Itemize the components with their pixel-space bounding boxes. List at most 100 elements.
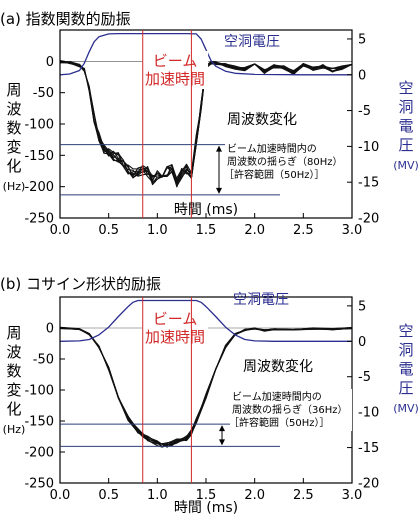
y-left-tick-label: -150 xyxy=(24,149,54,164)
panel-a-annotation-line3: ［許容範囲（50Hz）］ xyxy=(224,168,325,181)
beam-label-background xyxy=(142,51,209,89)
y-right-label-char: 洞 xyxy=(398,98,413,116)
y-right-tick-label: 0 xyxy=(358,68,366,83)
panel-a-annotation-background xyxy=(225,141,347,183)
panel-b-frequency-label: 周波数変化 xyxy=(243,358,313,375)
y-right-tick-label: 5 xyxy=(358,32,366,47)
y-right-tick-label: -20 xyxy=(358,477,379,492)
y-right-tick-label: 0 xyxy=(358,335,366,350)
y-right-tick-label: -20 xyxy=(358,212,379,227)
y-right-label-char: 圧 xyxy=(398,379,413,397)
x-tick-label: 3.0 xyxy=(342,223,363,238)
y-right-label-char: 洞 xyxy=(398,341,413,359)
panel-a-annotation: ビーム加速時間内の 周波数の揺らぎ（80Hz） ［許容範囲（50Hz）］ xyxy=(224,141,347,183)
y-left-label-char: 変 xyxy=(6,138,21,156)
y-right-tick-label: -10 xyxy=(358,406,379,421)
y-right-label-char: 電 xyxy=(398,117,413,135)
frequency-trace xyxy=(59,327,353,448)
y-left-label-char: (Hz) xyxy=(3,180,26,193)
panel-a-annotation-line2: 周波数の揺らぎ（80Hz） xyxy=(227,155,343,168)
panel-b-title: (b) コサイン形状的励振 xyxy=(0,275,161,293)
y-left-tick-label: -200 xyxy=(24,180,54,195)
panel-b-ticks: 0.0 0.5 1.0 1.5 2.0 2.5 3.00-50-100-150-200-25… xyxy=(24,299,379,503)
panel-b-annotation-background xyxy=(230,389,352,431)
panel-b-x-axis-label: 時間 (ms) xyxy=(174,500,238,516)
panel-b-annotation: ビーム加速時間内の 周波数の揺らぎ（36Hz） ［許容範囲（50Hz）］ xyxy=(229,389,352,431)
y-right-label-char: 圧 xyxy=(398,136,413,154)
y-left-label-char: (Hz) xyxy=(3,423,26,436)
y-left-label-char: 波 xyxy=(6,100,21,118)
x-tick-label: 1.0 xyxy=(147,488,168,503)
x-tick-label: 2.0 xyxy=(244,223,265,238)
panel-a-series xyxy=(59,32,353,188)
panel-a-y-axis-label-right: 空洞電圧 (MV) xyxy=(393,79,419,172)
panel-a-y-axis-label-left: 周波数変化 (Hz) xyxy=(3,81,26,193)
panel-a-beam-label-line1: ビーム xyxy=(153,52,198,70)
panel-b-series xyxy=(59,299,353,448)
y-left-tick-label: -50 xyxy=(33,353,54,368)
y-left-label-char: 数 xyxy=(6,119,21,137)
y-left-label-char: 波 xyxy=(6,343,21,361)
frequency-trace xyxy=(59,60,353,187)
panel-b-voltage-label: 空洞電圧 xyxy=(233,292,289,308)
panel-b-beam-label-line1: ビーム xyxy=(153,310,198,328)
y-right-label-char: (MV) xyxy=(393,402,419,415)
panel-b-y-axis-label-right: 空洞電圧 (MV) xyxy=(393,322,419,415)
y-left-tick-label: -200 xyxy=(24,446,54,461)
beam-label-background xyxy=(142,309,209,347)
x-tick-label: 0.0 xyxy=(50,223,71,238)
x-tick-label: 2.5 xyxy=(293,488,314,503)
panel-a-beam-window: ビーム 加速時間 xyxy=(142,30,209,218)
band-arrow-up xyxy=(216,145,222,152)
panel-b-annotation-line3: ［許容範囲（50Hz）］ xyxy=(229,416,330,429)
panel-b-beam-label-line2: 加速時間 xyxy=(145,328,205,346)
panel-b-annotation-line1: ビーム加速時間内の xyxy=(232,390,322,403)
y-right-tick-label: -5 xyxy=(358,104,371,119)
panel-a-beam-label-line2: 加速時間 xyxy=(145,70,205,88)
x-tick-label: 2.5 xyxy=(293,223,314,238)
x-tick-label: 2.0 xyxy=(244,488,265,503)
y-left-label-char: 周 xyxy=(6,324,21,342)
y-right-tick-label: -15 xyxy=(358,441,379,456)
y-left-tick-label: 0 xyxy=(46,322,54,337)
band-arrow-down xyxy=(219,439,225,446)
y-right-label-char: 空 xyxy=(398,322,413,340)
frequency-trace xyxy=(59,60,353,182)
x-tick-label: 1.5 xyxy=(196,223,217,238)
y-left-label-char: 数 xyxy=(6,362,21,380)
y-left-tick-label: -150 xyxy=(24,415,54,430)
x-tick-label: 0.5 xyxy=(98,223,119,238)
x-tick-label: 3.0 xyxy=(342,488,363,503)
band-arrow-down xyxy=(216,187,222,194)
y-left-label-char: 周 xyxy=(6,81,21,99)
panel-b-y-axis-label-left: 周波数変化 (Hz) xyxy=(3,324,26,436)
panel-a-voltage-label: 空洞電圧 xyxy=(224,34,280,50)
panel-a: (a) 指数関数的励振 ビーム 加速時間 0.0 0.5 1.0 1.5 2.0 2.5 3… xyxy=(0,10,419,238)
y-right-label-char: 電 xyxy=(398,360,413,378)
panel-b: (b) コサイン形状的励振 ビーム 加速時間 0.0 0.5 1.0 1.5 2.0 2.… xyxy=(0,275,419,516)
y-left-tick-label: -250 xyxy=(24,212,54,227)
x-tick-label: 1.0 xyxy=(147,223,168,238)
y-left-tick-label: -100 xyxy=(24,384,54,399)
y-left-label-char: 化 xyxy=(6,400,21,418)
y-left-tick-label: -250 xyxy=(24,477,54,492)
y-right-label-char: 空 xyxy=(398,79,413,97)
y-right-tick-label: -5 xyxy=(358,370,371,385)
panel-a-title: (a) 指数関数的励振 xyxy=(0,10,131,28)
panel-a-ticks: 0.0 0.5 1.0 1.5 2.0 2.5 3.0 0 -5 0 -100 -150 -200 -25… xyxy=(24,32,379,238)
y-right-label-char: (MV) xyxy=(393,159,419,172)
band-arrow-up xyxy=(219,425,225,432)
panel-a-annotation-line1: ビーム加速時間内の xyxy=(227,142,317,155)
x-tick-label: 0.0 xyxy=(50,488,71,503)
x-tick-label: 0.5 xyxy=(98,488,119,503)
y-left-tick-label: 0 xyxy=(46,55,54,70)
panel-a-frequency-label: 周波数変化 xyxy=(227,111,297,128)
panel-a-x-axis-label: 時間 (ms) xyxy=(174,202,238,218)
panel-b-beam-window: ビーム 加速時間 xyxy=(142,297,209,483)
y-left-tick-label: -100 xyxy=(24,118,54,133)
y-right-tick-label: 5 xyxy=(358,299,366,314)
x-tick-label: 1.5 xyxy=(196,488,217,503)
y-right-tick-label: -10 xyxy=(358,140,379,155)
y-left-label-char: 化 xyxy=(6,157,21,175)
